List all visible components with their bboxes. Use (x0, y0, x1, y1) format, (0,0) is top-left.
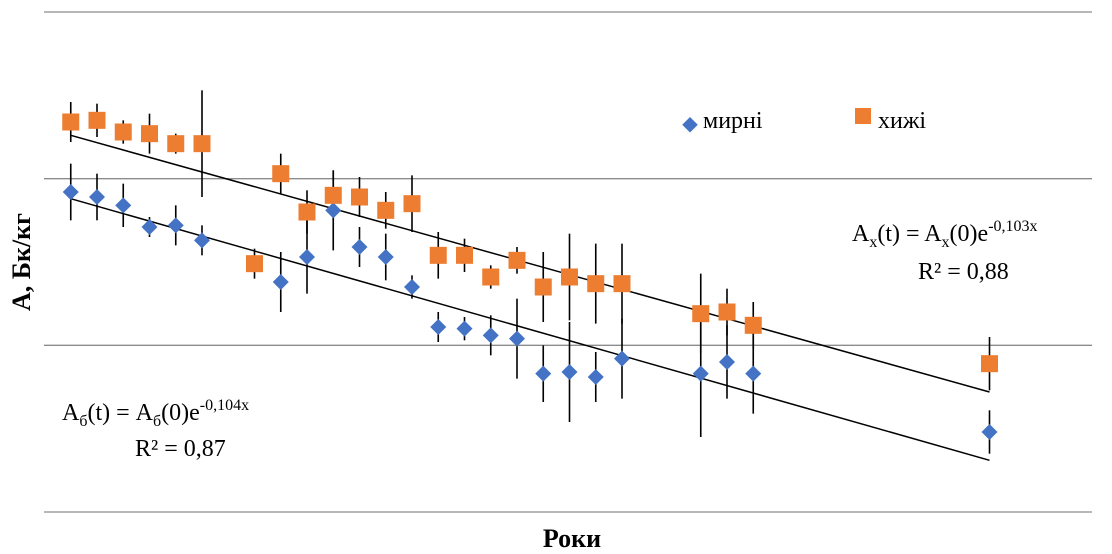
legend-label-myrni: мирні (703, 108, 763, 134)
point-myrni (167, 217, 184, 234)
equation-khyzhi-text: Ax(t) = Ax(0)e-0,103x (852, 218, 1038, 251)
eq-part: (0)e (161, 400, 200, 426)
point-myrni (692, 365, 709, 382)
point-myrni (115, 197, 132, 214)
equation-myrni-text: Aб(t) = Aб(0)e-0,104x (62, 397, 249, 430)
legend-marker-khyzhi (855, 108, 871, 124)
point-khyzhi (141, 125, 158, 143)
point-khyzhi (403, 195, 421, 213)
equation-myrni: Aб(t) = Aб(0)e-0,104x R² = 0,87 (62, 397, 249, 462)
x-axis-title: Роки (543, 524, 601, 553)
point-myrni (509, 330, 525, 347)
point-myrni (194, 232, 210, 249)
point-myrni (272, 274, 289, 290)
r2-myrni: R² = 0,87 (135, 436, 226, 462)
point-khyzhi (272, 165, 290, 183)
eq-exponent: -0,103x (988, 218, 1037, 235)
eq-part: (t) = A (877, 221, 942, 247)
point-myrni (614, 350, 630, 367)
gridlines (44, 11, 1092, 513)
point-myrni (981, 424, 998, 440)
point-myrni (325, 202, 342, 219)
eq-subscript: б (153, 413, 161, 430)
point-myrni (430, 319, 447, 335)
point-myrni (404, 279, 420, 295)
point-khyzhi (613, 275, 631, 293)
point-khyzhi (167, 135, 185, 153)
eq-part: (0)e (950, 221, 989, 247)
point-khyzhi (62, 113, 80, 131)
point-khyzhi (114, 123, 132, 141)
legend-marker-myrni (682, 117, 698, 133)
point-khyzhi (351, 188, 368, 206)
y-axis-title: А, Бк/кг (7, 213, 36, 311)
point-khyzhi (587, 275, 605, 293)
point-khyzhi (744, 316, 762, 334)
point-myrni (62, 184, 79, 200)
point-khyzhi (482, 268, 500, 286)
point-khyzhi (324, 186, 342, 204)
legend-item-khyzhi: хижі (855, 108, 926, 134)
legend-label-khyzhi: хижі (878, 108, 926, 134)
point-khyzhi (246, 255, 263, 273)
point-khyzhi (508, 251, 526, 269)
point-myrni (561, 364, 578, 380)
point-khyzhi (718, 303, 736, 321)
point-khyzhi (534, 278, 552, 296)
point-khyzhi (88, 111, 106, 129)
trendlines (70, 134, 990, 462)
point-khyzhi (561, 268, 578, 286)
point-khyzhi (429, 246, 447, 264)
point-myrni (719, 354, 735, 370)
point-myrni (587, 369, 604, 385)
point-khyzhi (456, 246, 473, 264)
point-myrni (456, 320, 473, 337)
legend-item-myrni: мирні (682, 108, 763, 134)
trendline (70, 134, 990, 393)
point-myrni (745, 365, 762, 382)
point-khyzhi (692, 305, 710, 323)
r2-khyzhi: R² = 0,88 (918, 259, 1009, 285)
eq-part: (t) = A (87, 400, 153, 426)
point-myrni (535, 365, 552, 382)
point-myrni (89, 189, 105, 205)
equation-khyzhi: Ax(t) = Ax(0)e-0,103x R² = 0,88 (852, 218, 1038, 285)
legend: мирні хижі (682, 108, 926, 134)
eq-subscript: x (942, 234, 950, 251)
point-myrni (377, 249, 394, 265)
point-khyzhi (981, 355, 998, 373)
point-myrni (482, 327, 499, 344)
point-khyzhi (377, 201, 395, 219)
trendline (70, 197, 990, 462)
point-myrni (351, 239, 368, 255)
eq-subscript: x (869, 234, 877, 251)
point-myrni (299, 249, 315, 265)
eq-part: A (852, 221, 870, 247)
point-myrni (141, 219, 158, 235)
eq-exponent: -0,104x (200, 397, 249, 414)
eq-subscript: б (79, 413, 87, 430)
data-points (62, 111, 998, 440)
point-khyzhi (193, 135, 211, 153)
point-khyzhi (298, 203, 316, 221)
eq-part: A (62, 400, 80, 426)
